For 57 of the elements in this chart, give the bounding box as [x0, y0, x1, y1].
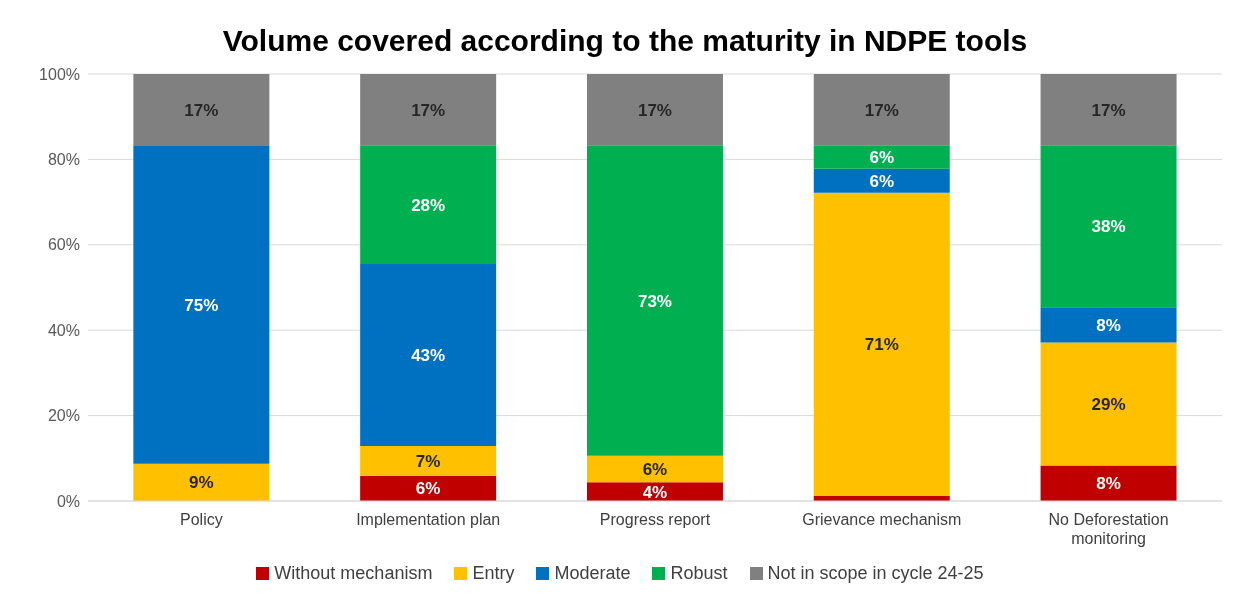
data-label: 43% [411, 345, 446, 365]
bar [360, 445, 497, 476]
bar [813, 192, 950, 496]
data-label: 17% [184, 100, 219, 120]
legend-label: Not in scope in cycle 24-25 [767, 563, 984, 584]
data-label: 73% [637, 291, 672, 311]
x-tick-label: Policy [180, 511, 223, 528]
data-label: 8% [1096, 474, 1121, 494]
legend-label: Entry [472, 563, 515, 584]
x-tick-label: Progress report [599, 511, 711, 528]
y-tick-label: 100% [39, 65, 80, 83]
bar [133, 145, 270, 464]
bar [813, 74, 950, 146]
bar [586, 74, 723, 146]
bar [360, 74, 497, 146]
chart-title: Volume covered according to the maturity in NDPE tools [221, 23, 1029, 59]
data-label: 17% [637, 100, 672, 120]
data-label: 75% [184, 295, 219, 315]
x-tick-label: No Deforestation monitoring [1048, 511, 1169, 547]
data-label: 6% [869, 148, 895, 168]
data-label: 6% [415, 479, 441, 499]
data-label: 9% [189, 473, 214, 493]
bar [586, 145, 723, 456]
data-label: 6% [869, 171, 895, 191]
data-label: 28% [411, 195, 446, 215]
legend-label: Robust [670, 563, 728, 584]
bar [1040, 145, 1177, 308]
y-tick-label: 20% [47, 407, 80, 425]
legend-label: Moderate [554, 563, 631, 584]
bar [1040, 307, 1177, 343]
legend-label: Without mechanism [274, 563, 433, 584]
y-tick-label: 80% [47, 151, 80, 169]
bar [1040, 342, 1177, 466]
data-label: 17% [411, 100, 446, 120]
data-label: 38% [1091, 217, 1126, 237]
x-tick-label: Grievance mechanism [802, 511, 962, 528]
data-label: 4% [642, 482, 668, 502]
y-tick-label: 60% [47, 236, 80, 254]
data-label: 7% [415, 451, 441, 471]
bar [133, 74, 270, 146]
y-tick-label: 40% [47, 321, 80, 339]
bar [1040, 465, 1177, 501]
bar [360, 145, 497, 265]
data-label: 6% [642, 459, 668, 479]
bar [813, 145, 950, 169]
y-tick-label: 0% [56, 492, 80, 510]
data-label: 17% [864, 100, 899, 120]
bar [586, 455, 723, 483]
data-label: 17% [1091, 100, 1126, 120]
bar [813, 168, 950, 193]
data-label: 8% [1096, 315, 1121, 335]
data-label: 71% [864, 335, 899, 355]
bar [360, 264, 497, 446]
bar [1040, 74, 1177, 146]
data-label: 29% [1091, 395, 1126, 415]
x-tick-label: Implementation plan [356, 511, 501, 528]
bar [133, 463, 270, 501]
